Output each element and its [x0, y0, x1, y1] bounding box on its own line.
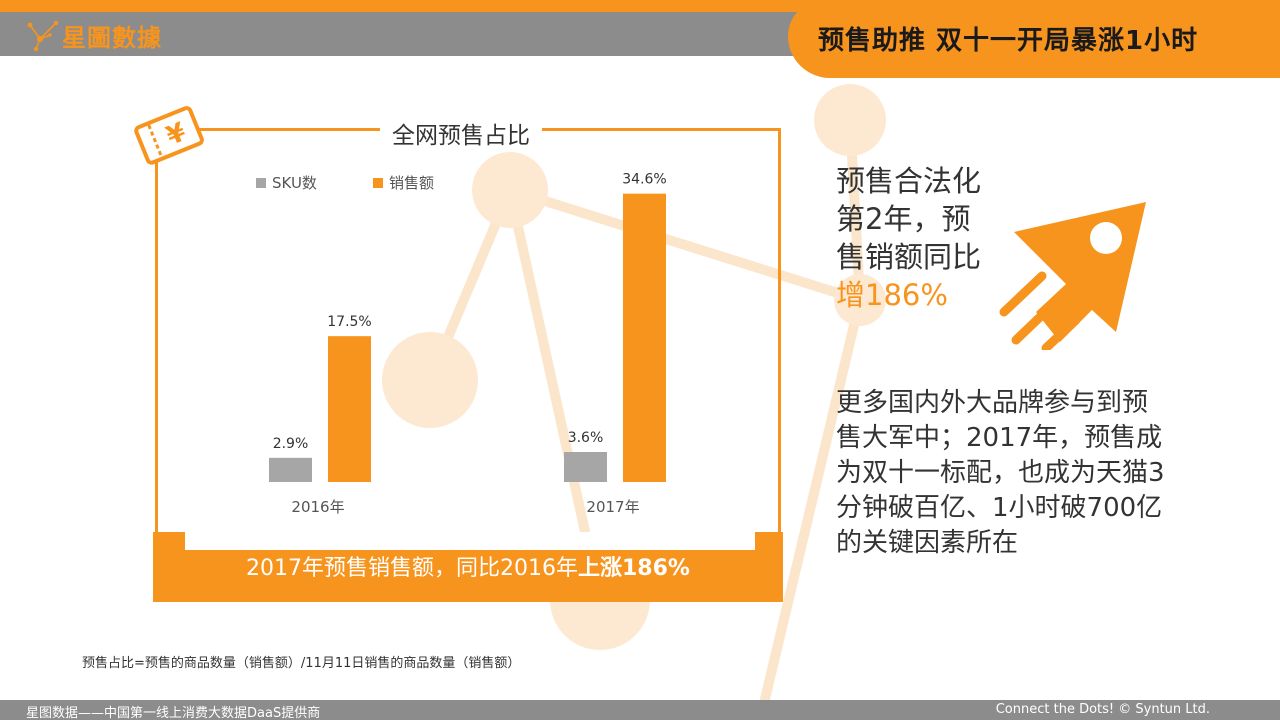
legend-sku: SKU数	[256, 172, 317, 193]
legend-label-sales: 销售额	[389, 174, 435, 192]
category-label-0: 2016年	[291, 498, 344, 516]
chart-banner-text: 2017年预售销售额，同比2016年上涨186%	[153, 550, 783, 582]
chart-title: 全网预售占比	[380, 116, 542, 150]
rocket-icon	[999, 202, 1146, 350]
data-label-sku-0: 2.9%	[273, 436, 309, 452]
headline: 预售合法化第2年，预售销额同比增186%	[836, 162, 986, 314]
chart-banner-notch	[185, 532, 755, 550]
body-text: 更多国内外大品牌参与到预售大军中；2017年，预售成为双十一标配，也成为天猫3分…	[836, 388, 1165, 558]
title-tab	[788, 0, 1280, 78]
data-label-sales-0: 17.5%	[327, 314, 371, 330]
headline-main: 预售合法化第2年，预售销额同比	[836, 164, 982, 274]
top-gray-band	[0, 12, 860, 56]
headline-highlight: 增186%	[836, 278, 948, 312]
bar-sales-1	[623, 193, 666, 482]
footer-company: 星图数据——中国第一线上消费大数据DaaS提供商	[26, 706, 321, 720]
chart-footnote: 预售占比=预售的商品数量（销售额）/11月11日销售的商品数量（销售额）	[82, 656, 521, 671]
logo-network-icon	[27, 20, 59, 51]
bar-sku-1	[564, 452, 607, 482]
data-label-sales-1: 34.6%	[622, 172, 666, 188]
banner-prefix: 2017年预售销售额，同比2016年	[246, 556, 578, 581]
logo: 星圖數據	[26, 18, 162, 53]
logo-text: 星圖數據	[62, 24, 162, 52]
legend-swatch-sales	[373, 177, 383, 188]
bar-chart: 2.9% 17.5% 2016年 3.6% 34.6% 2017年	[269, 172, 667, 516]
legend-sales: 销售额	[373, 172, 434, 193]
legend-label-sku: SKU数	[272, 174, 317, 192]
banner-emphasis: 上涨186%	[578, 556, 690, 581]
bar-sku-0	[269, 457, 312, 482]
footer-copyright: Connect the Dots! © Syntun Ltd.	[995, 702, 1210, 717]
bar-sales-0	[328, 336, 371, 482]
bottom-bar	[0, 700, 1280, 720]
legend-swatch-sku	[256, 177, 266, 188]
data-label-sku-1: 3.6%	[568, 430, 604, 446]
page-title: 预售助推 双十一开局暴涨1小时	[818, 26, 1199, 56]
category-label-1: 2017年	[586, 498, 639, 516]
ticket-yen-icon: ¥	[134, 106, 204, 165]
